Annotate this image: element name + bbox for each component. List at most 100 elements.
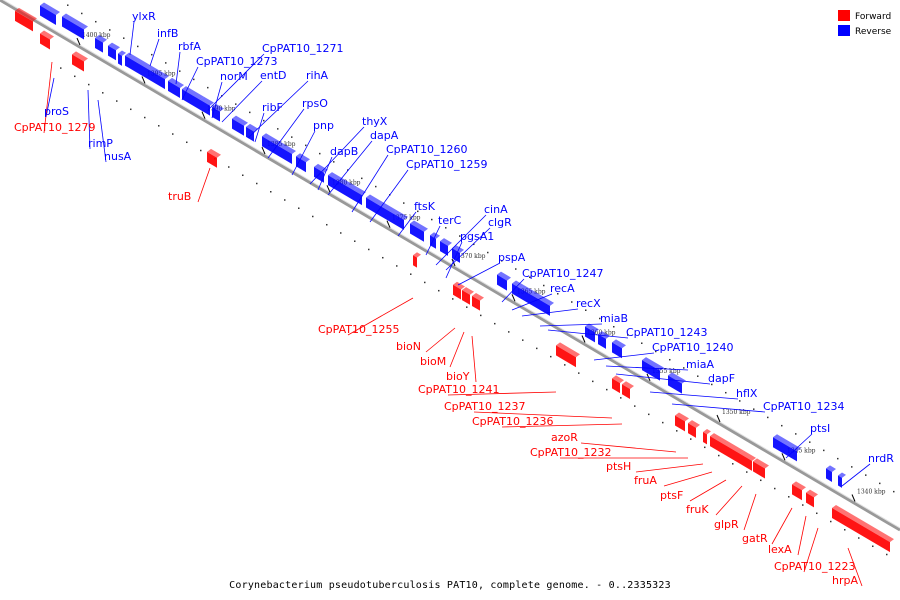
gene-top-face <box>452 245 464 253</box>
gene-label-azor: azoR <box>551 431 578 444</box>
gene-label-cina: cinA <box>484 203 508 216</box>
guide-dot <box>711 383 713 386</box>
leader-line <box>671 403 766 413</box>
gene-label-ptsh: ptsH <box>606 460 631 473</box>
legend-swatch-reverse <box>838 25 850 36</box>
guide-dot <box>137 45 139 48</box>
guide-dot <box>403 202 405 204</box>
gene-top-face <box>246 123 258 132</box>
gene-label-pgsa1: pgsA1 <box>460 230 494 243</box>
leader-line <box>501 423 623 428</box>
guide-dot <box>445 227 447 229</box>
guide-dot <box>347 169 349 171</box>
gene-top-face <box>40 30 54 40</box>
guide-dot <box>676 430 678 432</box>
guide-dot <box>760 479 762 482</box>
reverse-gene <box>40 5 56 25</box>
gene-top-face <box>40 2 60 15</box>
gene-top-face <box>710 433 744 454</box>
gene-top-face <box>328 172 358 191</box>
guide-dot <box>501 260 503 262</box>
gene-label-cppat10_1243: CpPAT10_1243 <box>626 326 707 339</box>
reverse-gene <box>328 175 354 201</box>
forward-gene <box>622 384 630 399</box>
gene-top-face <box>612 375 624 384</box>
gene-label-nrdr: nrdR <box>868 452 894 465</box>
gene-label-frua: fruA <box>634 474 657 487</box>
guide-dot <box>109 29 111 31</box>
reverse-gene <box>642 360 660 381</box>
tick-label: 1370 kbp <box>457 253 486 260</box>
gene-label-reca: recA <box>550 282 575 295</box>
gene-top-face <box>354 187 366 196</box>
tick-mark <box>851 494 856 502</box>
gene-label-cppat10_1273: CpPAT10_1273 <box>196 55 277 68</box>
reverse-gene <box>520 288 540 310</box>
gene-label-entd: entD <box>260 69 287 82</box>
forward-gene <box>413 255 417 268</box>
gene-label-ylxr: ylxR <box>132 10 156 23</box>
leader-line <box>593 352 655 361</box>
guide-dot <box>739 400 741 402</box>
gene-label-terc: terC <box>438 214 462 227</box>
guide-dot <box>529 276 531 279</box>
reverse-gene <box>108 45 116 61</box>
guide-dot <box>144 116 146 119</box>
gene-top-face <box>62 13 88 30</box>
gene-label-cppat10_1247: CpPAT10_1247 <box>522 267 603 280</box>
gene-top-face <box>612 339 626 349</box>
gene-top-face <box>15 7 37 22</box>
leader-line <box>45 77 55 118</box>
gene-label-riha: rihA <box>306 69 329 82</box>
guide-dot <box>557 293 559 295</box>
guide-dot <box>613 325 615 328</box>
leader-line <box>425 327 456 353</box>
reverse-gene <box>612 342 622 359</box>
gene-top-face <box>826 465 836 472</box>
guide-dot <box>837 457 839 460</box>
leader-line <box>291 130 316 176</box>
reverse-gene <box>118 53 122 66</box>
leader-line <box>43 61 53 134</box>
gene-label-rimp: rimP <box>88 137 113 150</box>
gene-top-face <box>314 163 328 173</box>
gene-label-dapf: dapF <box>708 372 735 385</box>
guide-dot <box>81 12 83 15</box>
forward-gene <box>207 151 217 168</box>
guide-dot <box>816 512 818 515</box>
gene-top-face <box>497 271 511 281</box>
gene-label-dapb: dapB <box>330 145 358 158</box>
leader-line <box>580 442 677 453</box>
guide-dot <box>767 416 769 419</box>
tick-mark <box>386 220 391 228</box>
guide-dot <box>571 301 573 303</box>
gene-top-face <box>296 153 310 163</box>
tick-mark <box>326 185 331 193</box>
gene-top-face <box>182 86 204 100</box>
reverse-gene <box>440 241 448 256</box>
gene-label-cppat10_1255: CpPAT10_1255 <box>318 323 399 336</box>
guide-dot <box>578 372 580 374</box>
guide-dot <box>396 265 398 267</box>
guide-dot <box>270 191 272 193</box>
gene-top-face <box>740 450 756 461</box>
gene-top-face <box>675 412 689 422</box>
legend-label-reverse: Reverse <box>855 27 892 37</box>
guide-dot <box>788 496 790 498</box>
gene-top-face <box>453 281 465 290</box>
gene-top-face <box>472 292 484 301</box>
gene-top-face <box>95 34 107 43</box>
guide-dot <box>424 281 426 284</box>
tick-mark <box>781 453 786 461</box>
leader-line <box>369 169 409 223</box>
gene-top-face <box>688 420 700 428</box>
gene-features <box>15 2 894 553</box>
leader-line <box>397 211 417 237</box>
guide-dot <box>298 207 300 209</box>
gene-label-pspa: pspA <box>498 251 526 264</box>
tick-mark <box>201 111 206 119</box>
leader-line <box>841 463 871 487</box>
forward-gene <box>703 431 707 445</box>
leader-line <box>445 227 491 271</box>
guide-dot <box>634 405 636 407</box>
